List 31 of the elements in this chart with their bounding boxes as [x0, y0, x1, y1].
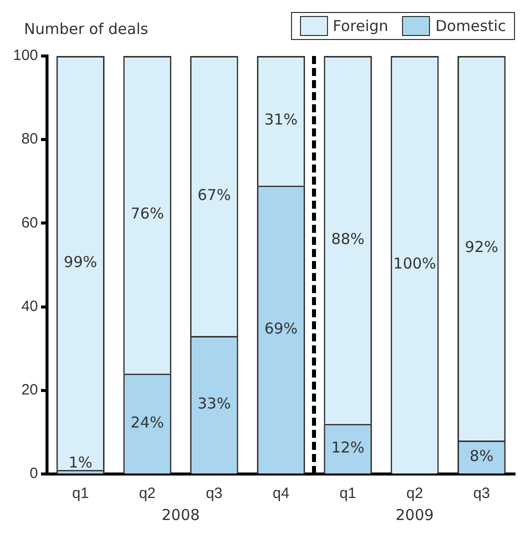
y-axis-title: Number of deals — [24, 20, 148, 38]
x-tick-label: q3 — [473, 485, 490, 502]
y-tick-label: 20 — [21, 382, 38, 399]
x-tick-label: q2 — [138, 485, 156, 502]
data-label: 69% — [264, 319, 298, 338]
legend-label: Domestic — [435, 17, 506, 35]
data-label: 76% — [130, 204, 164, 223]
y-tick-label: 100 — [12, 47, 38, 64]
data-label: 1% — [68, 454, 92, 472]
y-tick-label: 60 — [21, 214, 38, 232]
y-tick-label: 0 — [30, 465, 38, 482]
data-label: 31% — [264, 110, 298, 129]
y-tick-label: 80 — [21, 130, 38, 148]
data-label: 99% — [64, 252, 98, 271]
data-label: 8% — [470, 446, 494, 465]
data-label: 24% — [130, 413, 164, 432]
y-tick-label: 40 — [21, 298, 38, 315]
data-label: 33% — [197, 394, 231, 413]
x-tick-label: q4 — [272, 485, 290, 502]
data-label: 88% — [331, 230, 365, 248]
text: 2008 — [162, 506, 200, 524]
data-label: 67% — [197, 186, 231, 204]
series-label: Foreign — [332, 17, 388, 35]
data-label: 92% — [464, 238, 498, 256]
x-tick-label: q3 — [206, 485, 223, 502]
data-label: 12% — [331, 438, 365, 457]
data-label: 100% — [393, 254, 436, 273]
x-tick-label: q2 — [406, 485, 424, 502]
x-tick-label: q1 — [340, 485, 356, 502]
x-tick-label: q1 — [72, 485, 89, 502]
text: 2009 — [396, 506, 434, 524]
